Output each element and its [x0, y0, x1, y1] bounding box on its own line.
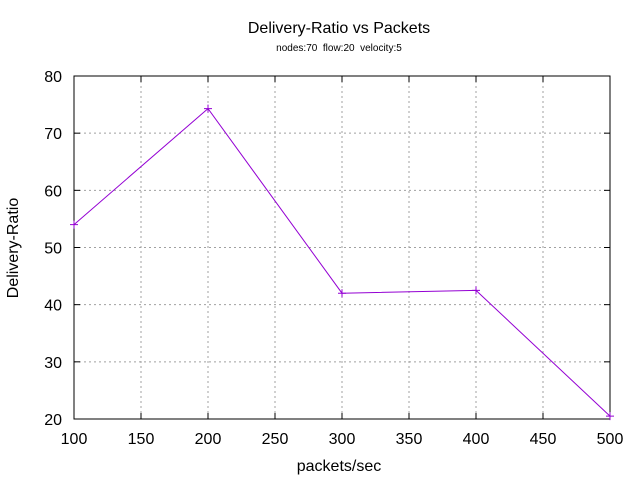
data-point: [70, 220, 78, 229]
chart-title: Delivery-Ratio vs Packets: [248, 20, 430, 37]
data-point: [338, 289, 346, 298]
y-tick-label: 40: [44, 298, 62, 315]
y-tick-label: 80: [44, 69, 62, 86]
x-tick-label: 400: [463, 431, 490, 448]
x-tick-label: 200: [195, 431, 222, 448]
data-point: [606, 412, 614, 421]
x-tick-label: 150: [128, 431, 155, 448]
x-tick-label: 350: [396, 431, 423, 448]
x-tick-label: 100: [61, 431, 88, 448]
y-axis-label: Delivery-Ratio: [5, 198, 22, 299]
series-group: [70, 104, 614, 421]
y-tick-label: 20: [44, 412, 62, 429]
x-tick-label: 500: [597, 431, 624, 448]
y-tick-label: 30: [44, 355, 62, 372]
axis-ticks: 100 150 200 250 300 350 400 450 500 20 30 40 50 60 70 8…: [44, 69, 623, 448]
data-point: [204, 104, 212, 113]
grid: [74, 76, 610, 419]
chart-subtitle: nodes:70 flow:20 velocity:5: [276, 43, 402, 54]
x-tick-label: 300: [329, 431, 356, 448]
x-tick-label: 450: [530, 431, 557, 448]
x-tick-label: 250: [262, 431, 289, 448]
y-tick-label: 70: [44, 126, 62, 143]
y-tick-label: 60: [44, 183, 62, 200]
data-point: [472, 286, 480, 295]
y-tick-label: 50: [44, 241, 62, 258]
x-axis-label: packets/sec: [297, 458, 381, 475]
